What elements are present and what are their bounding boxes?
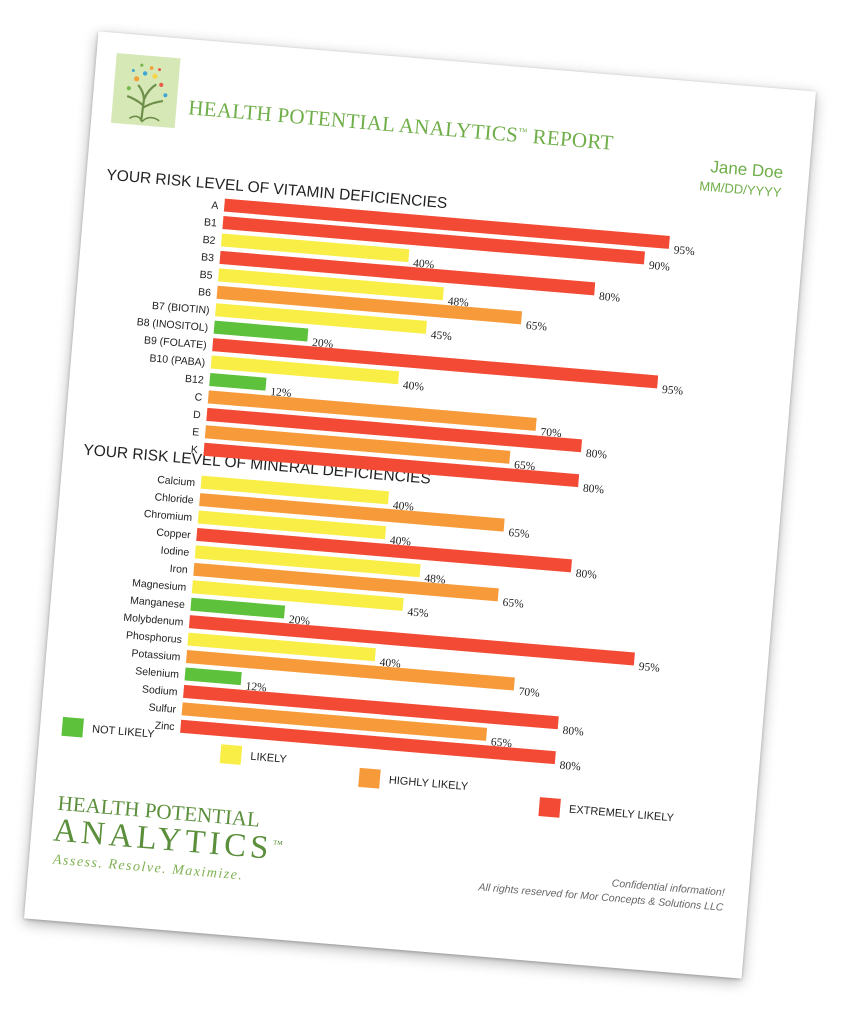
- mineral-category-label: Manganese: [130, 595, 186, 612]
- mineral-bar: [184, 667, 242, 686]
- legend-label: NOT LIKELY: [91, 722, 155, 741]
- vitamin-category-label: E: [192, 426, 200, 439]
- mineral-bar: [193, 562, 499, 602]
- mineral-category-label: Phosphorus: [126, 629, 183, 646]
- mineral-value-label: 95%: [638, 661, 660, 675]
- vitamin-bar: [222, 216, 646, 265]
- mineral-deficiency-chart: Calcium40%Chloride65%Chromium40%Copper80…: [123, 474, 661, 774]
- vitamin-bar: [215, 303, 427, 334]
- vitamin-value-label: 95%: [673, 244, 695, 258]
- vitamin-bar: [212, 338, 659, 389]
- report-page: HEALTH POTENTIAL ANALYTICS™ REPORT Jane …: [24, 31, 816, 979]
- vitamin-value-label: 95%: [661, 384, 683, 398]
- legend-label: EXTREMELY LIKELY: [568, 803, 675, 824]
- vitamin-value-label: 90%: [648, 260, 670, 274]
- vitamin-bar: [220, 233, 410, 263]
- legend-swatch: [358, 767, 381, 789]
- mineral-bar: [190, 597, 286, 619]
- mineral-value-label: 65%: [502, 597, 524, 611]
- vitamin-category-label: B3: [201, 251, 215, 264]
- vitamin-category-label: B1: [204, 216, 218, 229]
- mineral-category-label: Iron: [169, 563, 188, 576]
- mineral-category-label: Sodium: [141, 683, 178, 698]
- vitamin-bar: [207, 390, 537, 431]
- mineral-category-label: Zinc: [154, 720, 175, 734]
- vitamin-category-label: B6: [198, 286, 212, 299]
- mineral-bar: [188, 615, 635, 666]
- mineral-value-label: 80%: [562, 725, 584, 739]
- vitamin-bar: [218, 268, 444, 301]
- vitamin-category-label: B7 (BIOTIN): [151, 300, 210, 317]
- legend-swatch: [538, 797, 561, 818]
- vitamin-bar: [204, 425, 511, 464]
- mineral-category-label: Chloride: [154, 491, 194, 506]
- mineral-category-label: Calcium: [157, 474, 196, 489]
- vitamin-bar: [219, 250, 596, 296]
- vitamin-category-label: C: [194, 391, 203, 404]
- vitamin-value-label: 65%: [525, 320, 547, 334]
- mineral-category-label: Magnesium: [132, 577, 187, 594]
- tree-logo: [110, 53, 181, 129]
- vitamin-bar: [209, 372, 267, 391]
- vitamin-category-label: B5: [199, 269, 213, 282]
- mineral-value-label: 70%: [518, 686, 540, 700]
- mineral-bar: [196, 527, 572, 573]
- vitamin-bar: [213, 320, 309, 342]
- mineral-bar: [180, 719, 556, 765]
- vitamin-category-label: D: [193, 409, 202, 422]
- vitamin-bar: [210, 355, 400, 385]
- vitamin-category-label: B12: [185, 373, 205, 387]
- mineral-bar: [185, 650, 515, 691]
- vitamin-value-label: 80%: [599, 291, 621, 305]
- vitamin-category-label: K: [190, 444, 198, 457]
- vitamin-bar: [203, 442, 580, 488]
- vitamin-value-label: 45%: [430, 329, 452, 343]
- vitamin-category-label: B8 (INOSITOL): [136, 316, 208, 334]
- mineral-bar: [197, 510, 387, 540]
- vitamin-bar: [206, 407, 583, 453]
- vitamin-value-label: 80%: [585, 448, 607, 462]
- mineral-value-label: 80%: [559, 760, 581, 774]
- mineral-bar: [187, 632, 376, 662]
- mineral-category-label: Chromium: [143, 508, 193, 524]
- mineral-category-label: Potassium: [131, 647, 181, 663]
- vitamin-value-label: 40%: [402, 380, 424, 394]
- mineral-bar: [194, 545, 421, 578]
- mineral-bar: [183, 684, 559, 730]
- mineral-bar: [181, 702, 488, 741]
- legend-swatch: [219, 744, 243, 765]
- mineral-value-label: 80%: [575, 568, 597, 582]
- mineral-category-label: Iodine: [160, 544, 190, 558]
- mineral-category-label: Selenium: [135, 665, 180, 681]
- mineral-bar: [200, 475, 390, 505]
- mineral-value-label: 45%: [407, 606, 429, 620]
- legend-label: LIKELY: [249, 750, 288, 766]
- mineral-category-label: Copper: [156, 527, 192, 542]
- legend-swatch: [61, 716, 84, 738]
- legend-label: HIGHLY LIKELY: [388, 773, 469, 793]
- vitamin-value-label: 80%: [582, 483, 604, 497]
- vitamin-category-label: B9 (FOLATE): [143, 334, 207, 351]
- report-title: HEALTH POTENTIAL ANALYTICS™ REPORT: [187, 95, 615, 155]
- vitamin-bar: [216, 285, 523, 325]
- tree-icon: [126, 63, 168, 123]
- mineral-bar: [191, 580, 404, 611]
- vitamin-category-label: A: [211, 200, 219, 213]
- mineral-bar: [199, 493, 505, 532]
- mineral-category-label: Molybdenum: [123, 612, 184, 629]
- vitamin-category-label: B10 (PABA): [149, 352, 206, 369]
- mineral-value-label: 65%: [508, 527, 530, 541]
- vitamin-category-label: B2: [202, 234, 216, 247]
- mineral-category-label: Sulfur: [148, 702, 177, 716]
- vitamin-bar: [223, 198, 670, 249]
